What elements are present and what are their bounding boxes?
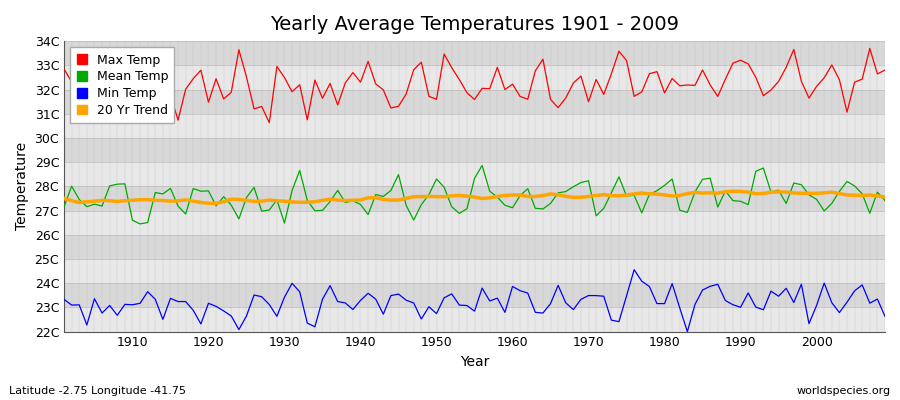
X-axis label: Year: Year [460,355,490,369]
Text: Latitude -2.75 Longitude -41.75: Latitude -2.75 Longitude -41.75 [9,386,186,396]
Bar [64,114,885,138]
Bar [64,186,885,210]
Bar [64,41,885,65]
Bar [64,210,885,235]
Bar [64,162,885,186]
Bar [64,235,885,259]
Bar [64,307,885,332]
Text: worldspecies.org: worldspecies.org [796,386,891,396]
Bar [64,138,885,162]
Bar [64,283,885,307]
Title: Yearly Average Temperatures 1901 - 2009: Yearly Average Temperatures 1901 - 2009 [270,15,679,34]
Bar [64,90,885,114]
Y-axis label: Temperature: Temperature [15,142,29,230]
Bar [64,259,885,283]
Legend: Max Temp, Mean Temp, Min Temp, 20 Yr Trend: Max Temp, Mean Temp, Min Temp, 20 Yr Tre… [70,47,175,123]
Bar [64,65,885,90]
